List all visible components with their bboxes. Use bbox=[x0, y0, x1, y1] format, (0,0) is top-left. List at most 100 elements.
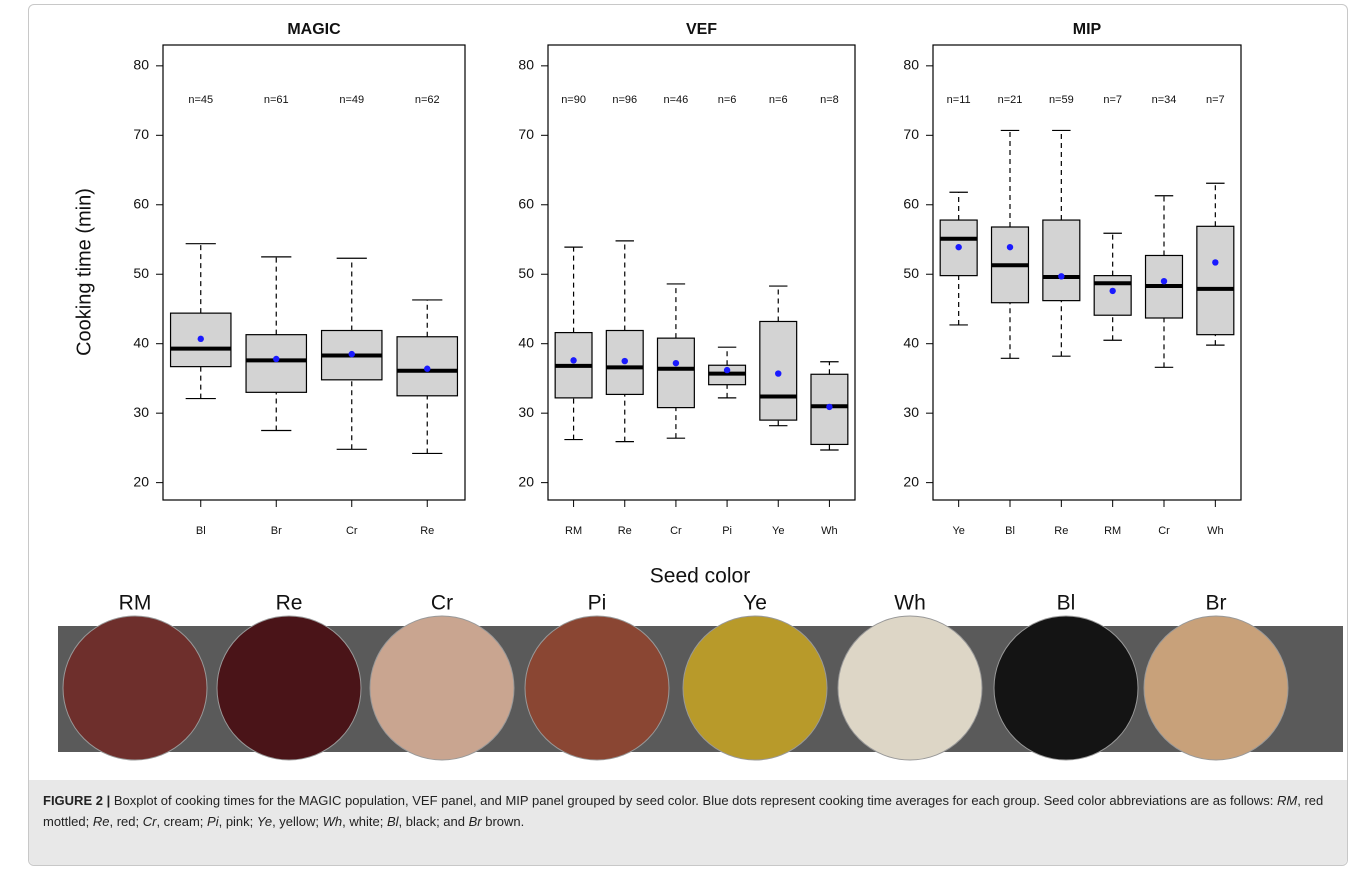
mean-dot bbox=[672, 359, 680, 367]
y-tick-label: 80 bbox=[518, 57, 534, 73]
n-label: n=46 bbox=[664, 94, 689, 106]
n-label: n=49 bbox=[339, 94, 364, 106]
box bbox=[656, 337, 695, 409]
photo-label: RM bbox=[119, 592, 152, 615]
caption-text: Br bbox=[468, 814, 482, 829]
bean-photo bbox=[369, 615, 515, 761]
panel-title: MIP bbox=[1073, 21, 1102, 38]
n-label: n=11 bbox=[947, 94, 971, 106]
bean-photo bbox=[62, 615, 208, 761]
x-tick-label: Re bbox=[420, 525, 434, 537]
y-tick-label: 70 bbox=[133, 126, 149, 142]
caption-text: , cream; bbox=[156, 814, 208, 829]
y-tick-label: 80 bbox=[903, 57, 919, 73]
x-tick-label: Ye bbox=[952, 525, 964, 537]
y-tick-label: 70 bbox=[518, 126, 534, 142]
bean-photo bbox=[682, 615, 828, 761]
plot-frame bbox=[162, 44, 466, 501]
photo-label: Re bbox=[276, 592, 303, 615]
bean-photo bbox=[524, 615, 670, 761]
caption-text: Pi bbox=[207, 814, 219, 829]
y-tick-label: 70 bbox=[903, 126, 919, 142]
photo-label: Ye bbox=[743, 592, 767, 615]
n-label: n=45 bbox=[188, 94, 213, 106]
x-tick-label: Wh bbox=[1207, 525, 1224, 537]
bean-photo bbox=[993, 615, 1139, 761]
x-axis-label: Seed color bbox=[650, 565, 750, 588]
y-tick-label: 50 bbox=[903, 265, 919, 281]
caption-text: Bl bbox=[386, 814, 399, 829]
n-label: n=90 bbox=[561, 94, 586, 106]
caption-text: brown. bbox=[481, 814, 525, 829]
plot-frame bbox=[547, 44, 856, 501]
mean-dot bbox=[570, 357, 577, 364]
caption-text: , yellow; bbox=[272, 814, 323, 829]
caption-label: FIGURE 2 | bbox=[43, 793, 111, 808]
box bbox=[396, 336, 459, 397]
plot-frame bbox=[932, 44, 1242, 501]
n-label: n=7 bbox=[1103, 94, 1122, 106]
n-label: n=6 bbox=[718, 94, 737, 106]
x-tick-label: Cr bbox=[1158, 525, 1170, 537]
n-label: n=34 bbox=[1152, 94, 1177, 106]
y-tick-label: 40 bbox=[133, 334, 149, 350]
mean-dot bbox=[348, 350, 355, 358]
caption-text: , red mottled; bbox=[43, 793, 1324, 829]
y-tick-label: 20 bbox=[518, 473, 534, 489]
photo-label: Wh bbox=[894, 592, 926, 615]
caption-text: RM bbox=[1277, 793, 1298, 808]
chart: Cooking time (min) Seed color RM Re Cr Pi Ye… bbox=[58, 21, 1343, 761]
bean-photo bbox=[837, 615, 983, 761]
mean-dot bbox=[826, 403, 833, 411]
y-tick-label: 30 bbox=[518, 404, 534, 420]
x-tick-label: Bl bbox=[1005, 525, 1015, 537]
caption-text: Re bbox=[92, 814, 110, 829]
mean-dot bbox=[621, 357, 628, 365]
y-tick-label: 20 bbox=[903, 473, 919, 489]
n-label: n=21 bbox=[998, 94, 1023, 106]
photo-label: Cr bbox=[431, 592, 453, 615]
caption-text: Cr bbox=[142, 814, 157, 829]
bean-photo bbox=[216, 615, 362, 761]
n-label: n=62 bbox=[415, 94, 440, 106]
x-tick-label: Cr bbox=[670, 525, 682, 537]
mean-dot bbox=[1006, 243, 1014, 251]
mean-dot bbox=[1109, 287, 1116, 295]
x-tick-label: Br bbox=[271, 525, 282, 537]
y-tick-label: 30 bbox=[903, 404, 919, 420]
y-axis-label: Cooking time (min) bbox=[73, 188, 95, 356]
box bbox=[1042, 219, 1081, 302]
photo-label: Bl bbox=[1057, 592, 1076, 615]
caption-text: , pink; bbox=[218, 814, 257, 829]
y-tick-label: 50 bbox=[133, 265, 149, 281]
panel-title: MAGIC bbox=[287, 21, 341, 38]
mean-dot bbox=[1212, 259, 1219, 266]
photo-label: Pi bbox=[588, 592, 607, 615]
y-tick-label: 60 bbox=[133, 195, 149, 211]
x-tick-label: RM bbox=[565, 525, 582, 537]
x-tick-label: Wh bbox=[821, 525, 838, 537]
y-tick-label: 80 bbox=[133, 57, 149, 73]
caption-text: , red; bbox=[109, 814, 143, 829]
n-label: n=59 bbox=[1049, 94, 1074, 106]
box bbox=[245, 334, 308, 393]
y-tick-label: 30 bbox=[133, 404, 149, 420]
mean-dot bbox=[1058, 273, 1065, 280]
n-label: n=6 bbox=[769, 94, 788, 106]
y-tick-label: 50 bbox=[518, 265, 534, 281]
mean-dot bbox=[955, 243, 962, 251]
caption-text: , black; and bbox=[398, 814, 469, 829]
caption: FIGURE 2 | Boxplot of cooking times for … bbox=[29, 780, 1347, 865]
x-tick-label: Re bbox=[1054, 525, 1068, 537]
x-tick-label: Pi bbox=[722, 525, 732, 537]
photo-label: Br bbox=[1206, 592, 1227, 615]
caption-text: Ye bbox=[256, 814, 273, 829]
y-tick-label: 20 bbox=[133, 473, 149, 489]
caption-text: , white; bbox=[342, 814, 387, 829]
x-tick-label: Bl bbox=[196, 525, 206, 537]
x-tick-label: RM bbox=[1104, 525, 1121, 537]
caption-text: Boxplot of cooking times for the MAGIC p… bbox=[110, 793, 1278, 808]
n-label: n=8 bbox=[820, 94, 839, 106]
n-label: n=61 bbox=[264, 94, 289, 106]
